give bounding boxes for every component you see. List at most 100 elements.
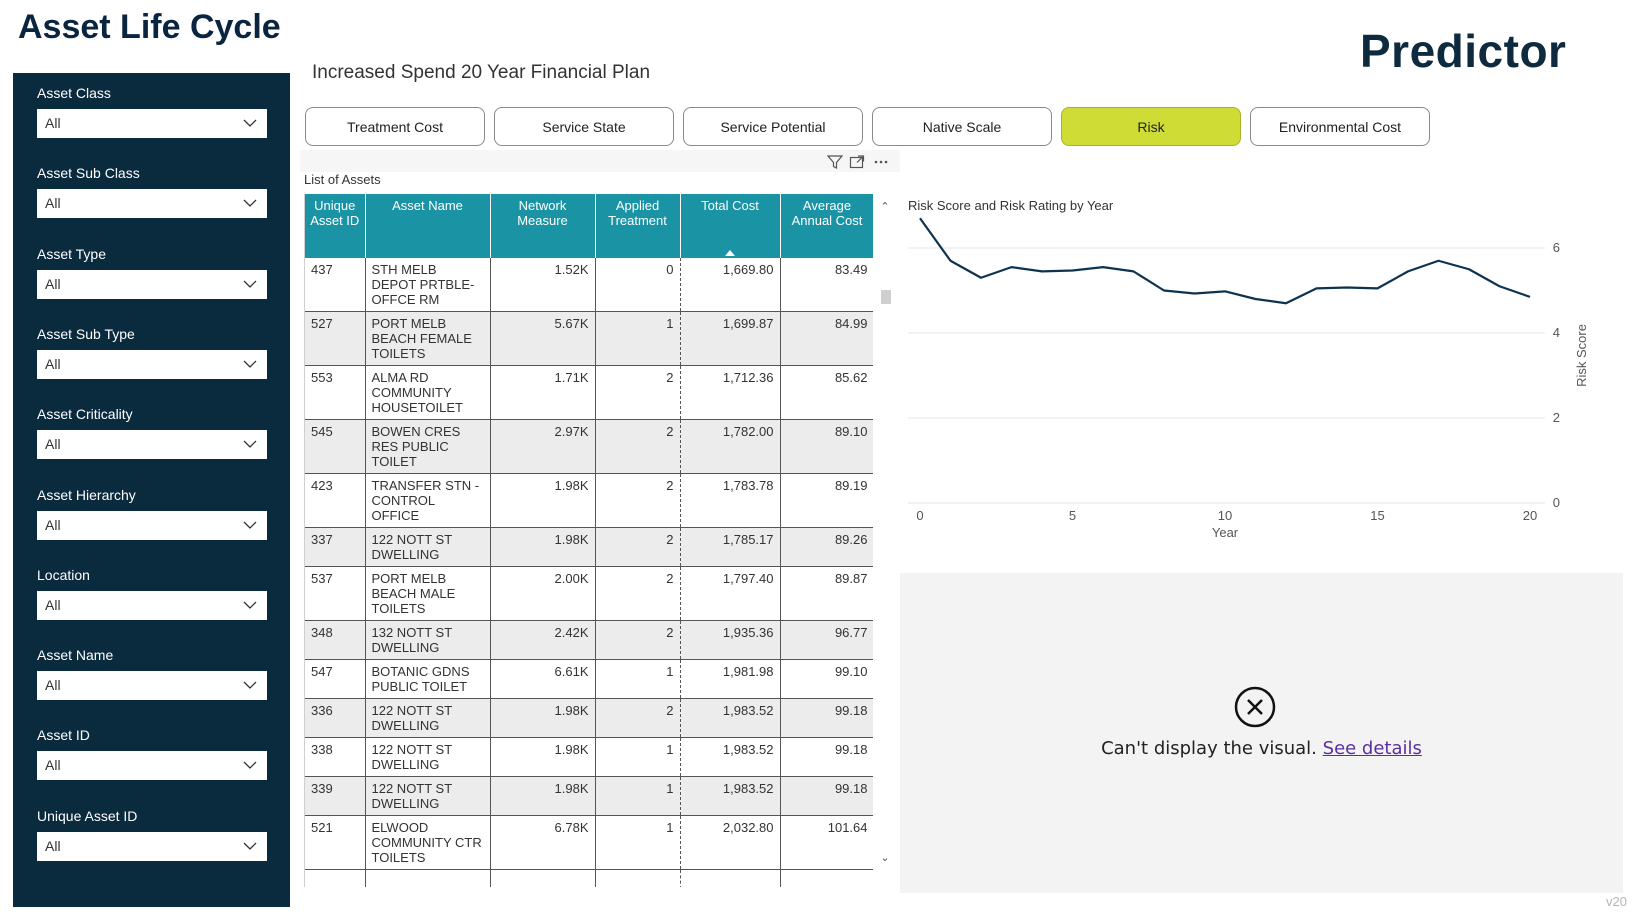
table-cell: 1,785.17 bbox=[680, 528, 780, 567]
report-page: Asset Life Cycle Predictor v20 Asset Cla… bbox=[0, 0, 1635, 915]
table-row[interactable]: 545 BOWEN CRES RES PUBLIC TOILET 2.97K 2 1,7… bbox=[305, 420, 873, 474]
table-cell: 1,797.40 bbox=[680, 567, 780, 621]
filter-dropdown[interactable]: All bbox=[37, 430, 267, 459]
filter-unique-asset-id: Unique Asset ID All bbox=[37, 806, 267, 861]
column-header[interactable]: Network Measure bbox=[490, 194, 595, 258]
table-cell: 101.64 bbox=[780, 816, 873, 870]
table-cell: 2.42K bbox=[490, 621, 595, 660]
filter-value: All bbox=[45, 838, 61, 854]
table-cell: 89.26 bbox=[780, 528, 873, 567]
scroll-up-icon[interactable]: ⌃ bbox=[879, 200, 891, 214]
filter-dropdown[interactable]: All bbox=[37, 511, 267, 540]
filter-dropdown[interactable]: All bbox=[37, 751, 267, 780]
table-cell: 348 bbox=[305, 621, 365, 660]
table-cell: 2.00K bbox=[490, 567, 595, 621]
filter-asset-criticality: Asset Criticality All bbox=[37, 404, 267, 459]
chevron-down-icon bbox=[243, 437, 257, 451]
table-cell: 537 bbox=[305, 567, 365, 621]
table-cell: 1,983.52 bbox=[680, 738, 780, 777]
sort-ascending-icon bbox=[725, 250, 735, 256]
more-options-icon[interactable] bbox=[873, 154, 889, 170]
y-tick-label: 6 bbox=[1553, 240, 1560, 255]
table-cell: STH MELB DEPOT PRTBLE-OFFCE RM bbox=[365, 258, 490, 312]
filter-value: All bbox=[45, 436, 61, 452]
table-cell: BOWEN CRES RES PUBLIC TOILET bbox=[365, 420, 490, 474]
table-row[interactable]: 553 ALMA RD COMMUNITY HOUSETOILET 1.71K 2 1,… bbox=[305, 366, 873, 420]
table-cell bbox=[365, 870, 490, 888]
chevron-down-icon bbox=[243, 277, 257, 291]
chevron-down-icon bbox=[243, 357, 257, 371]
y-tick-label: 4 bbox=[1553, 325, 1560, 340]
filter-label: Asset Class bbox=[37, 83, 267, 103]
filter-dropdown[interactable]: All bbox=[37, 832, 267, 861]
table-row[interactable]: 337 122 NOTT ST DWELLING 1.98K 2 1,785.17 89.… bbox=[305, 528, 873, 567]
table-cell: 1 bbox=[595, 816, 680, 870]
table-scrollbar[interactable]: ⌃ ⌄ bbox=[879, 200, 891, 865]
table-cell: 1,782.00 bbox=[680, 420, 780, 474]
table-row[interactable]: 437 STH MELB DEPOT PRTBLE-OFFCE RM 1.52K 0 1… bbox=[305, 258, 873, 312]
filter-value: All bbox=[45, 195, 61, 211]
table-cell: ELWOOD COMMUNITY CTR TOILETS bbox=[365, 816, 490, 870]
error-x-icon bbox=[1234, 686, 1276, 728]
tab-service-potential[interactable]: Service Potential bbox=[683, 107, 863, 146]
column-header[interactable]: Applied Treatment bbox=[595, 194, 680, 258]
table-row[interactable]: 338 122 NOTT ST DWELLING 1.98K 1 1,983.52 99.… bbox=[305, 738, 873, 777]
tab-risk[interactable]: Risk bbox=[1061, 107, 1241, 146]
column-header-label: Total Cost bbox=[701, 198, 759, 213]
table-row[interactable]: 537 PORT MELB BEACH MALE TOILETS 2.00K 2 1,7… bbox=[305, 567, 873, 621]
filter-icon[interactable] bbox=[827, 154, 843, 170]
filter-dropdown[interactable]: All bbox=[37, 350, 267, 379]
table-row[interactable]: 336 122 NOTT ST DWELLING 1.98K 2 1,983.52 99.… bbox=[305, 699, 873, 738]
filter-dropdown[interactable]: All bbox=[37, 591, 267, 620]
error-visual-card: Can't display the visual. See details bbox=[900, 573, 1623, 893]
table-row[interactable]: 521 ELWOOD COMMUNITY CTR TOILETS 6.78K 1 2,0… bbox=[305, 816, 873, 870]
y-axis-label: Risk Score bbox=[1574, 324, 1589, 387]
filter-asset-class: Asset Class All bbox=[37, 83, 267, 138]
table-row[interactable]: 423 TRANSFER STN - CONTROL OFFICE 1.98K 2 1,… bbox=[305, 474, 873, 528]
table-cell: TRANSFER STN - CONTROL OFFICE bbox=[365, 474, 490, 528]
risk-score-series-line bbox=[920, 218, 1530, 303]
scroll-down-icon[interactable]: ⌄ bbox=[879, 851, 891, 865]
chevron-down-icon bbox=[243, 196, 257, 210]
column-header[interactable]: Average Annual Cost bbox=[780, 194, 873, 258]
table-cell: 2.97K bbox=[490, 420, 595, 474]
error-message-text: Can't display the visual. bbox=[1101, 738, 1317, 759]
filter-dropdown[interactable]: All bbox=[37, 109, 267, 138]
table-row[interactable]: 348 132 NOTT ST DWELLING 2.42K 2 1,935.36 96.… bbox=[305, 621, 873, 660]
table-cell: 122 NOTT ST DWELLING bbox=[365, 738, 490, 777]
filter-dropdown[interactable]: All bbox=[37, 189, 267, 218]
table-row[interactable]: 339 122 NOTT ST DWELLING 1.98K 1 1,983.52 99.… bbox=[305, 777, 873, 816]
filter-asset-type: Asset Type All bbox=[37, 244, 267, 299]
table-cell: 2 bbox=[595, 621, 680, 660]
scroll-thumb[interactable] bbox=[881, 290, 891, 304]
column-header[interactable]: Total Cost bbox=[680, 194, 780, 258]
table-cell: 89.10 bbox=[780, 420, 873, 474]
table-cell: 132 NOTT ST DWELLING bbox=[365, 621, 490, 660]
version-label: v20 bbox=[1606, 894, 1627, 909]
table-cell: 6.78K bbox=[490, 816, 595, 870]
filter-label: Asset Criticality bbox=[37, 404, 267, 424]
x-tick-label: 10 bbox=[1218, 508, 1232, 523]
tab-service-state[interactable]: Service State bbox=[494, 107, 674, 146]
see-details-link[interactable]: See details bbox=[1323, 738, 1422, 759]
filter-location: Location All bbox=[37, 565, 267, 620]
tab-environmental-cost[interactable]: Environmental Cost bbox=[1250, 107, 1430, 146]
table-row[interactable]: 547 BOTANIC GDNS PUBLIC TOILET 6.61K 1 1,981… bbox=[305, 660, 873, 699]
table-row[interactable]: 527 PORT MELB BEACH FEMALE TOILETS 5.67K 1 1… bbox=[305, 312, 873, 366]
visual-header-icons bbox=[827, 154, 897, 170]
column-header-label: Average Annual Cost bbox=[792, 198, 863, 228]
column-header[interactable]: Unique Asset ID bbox=[305, 194, 365, 258]
tab-treatment-cost[interactable]: Treatment Cost bbox=[305, 107, 485, 146]
tab-native-scale[interactable]: Native Scale bbox=[872, 107, 1052, 146]
focus-mode-icon[interactable] bbox=[849, 154, 865, 170]
table-row bbox=[305, 870, 873, 888]
table-cell: 122 NOTT ST DWELLING bbox=[365, 777, 490, 816]
table-cell: 2 bbox=[595, 474, 680, 528]
table-cell: BOTANIC GDNS PUBLIC TOILET bbox=[365, 660, 490, 699]
table-cell: 553 bbox=[305, 366, 365, 420]
table-cell: 545 bbox=[305, 420, 365, 474]
filter-dropdown[interactable]: All bbox=[37, 671, 267, 700]
filter-dropdown[interactable]: All bbox=[37, 270, 267, 299]
filter-value: All bbox=[45, 517, 61, 533]
column-header[interactable]: Asset Name bbox=[365, 194, 490, 258]
